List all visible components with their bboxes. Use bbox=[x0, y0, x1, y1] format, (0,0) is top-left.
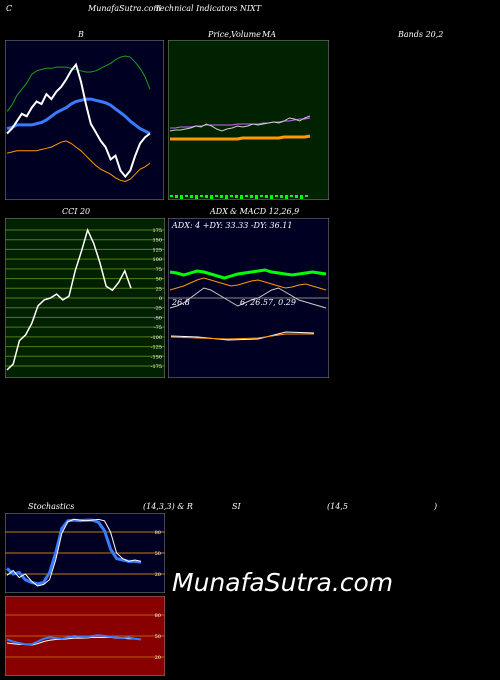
adx-plus-di bbox=[169, 268, 327, 280]
rsi-title: SI bbox=[232, 502, 241, 511]
stoch-d-line bbox=[5, 518, 142, 586]
stoch-title: Stochastics bbox=[28, 502, 75, 511]
rsi-tick: 80 bbox=[155, 613, 161, 619]
stoch-params: (14,3,3) & R bbox=[143, 502, 193, 511]
page-subtitle: Technical Indicators NIXT bbox=[155, 4, 262, 13]
volume-bar bbox=[185, 195, 188, 197]
b-panel-title: B bbox=[78, 30, 84, 39]
volume-bar bbox=[180, 195, 183, 199]
volume-bar bbox=[215, 195, 218, 197]
volume-bar bbox=[260, 195, 263, 197]
cci-tick: -100 bbox=[151, 335, 162, 341]
cci-title: CCI 20 bbox=[62, 207, 91, 216]
volume-bar bbox=[270, 195, 273, 199]
volume-bar bbox=[210, 195, 213, 199]
rsi-tick: 50 bbox=[155, 634, 161, 640]
volume-bar bbox=[225, 195, 228, 199]
adx-title: ADX bbox=[210, 207, 228, 216]
cci-line bbox=[6, 227, 132, 371]
volume-bar bbox=[300, 195, 303, 199]
volume-bar bbox=[250, 195, 253, 198]
cci-tick: 175 bbox=[152, 228, 162, 234]
volume-bar bbox=[245, 195, 248, 197]
bollinger-bg bbox=[5, 40, 164, 200]
price-line bbox=[169, 115, 311, 132]
header-left: C bbox=[6, 4, 13, 13]
volume-bar bbox=[230, 195, 233, 197]
cci-tick: 50 bbox=[156, 277, 162, 283]
price-bg bbox=[168, 40, 329, 200]
volume-bar bbox=[205, 195, 208, 198]
stoch-tick: 50 bbox=[155, 551, 161, 557]
cci-tick: -175 bbox=[151, 364, 162, 370]
stoch-k-line bbox=[6, 518, 142, 587]
cci-tick: 75 bbox=[156, 267, 162, 273]
cci-tick: 25 bbox=[156, 286, 162, 292]
volume-bar bbox=[220, 195, 223, 198]
rsi-line bbox=[6, 634, 142, 646]
adx-line bbox=[169, 287, 327, 309]
cci-tick: 150 bbox=[152, 238, 162, 244]
price-ma-orange bbox=[170, 134, 311, 141]
cci-tick: 125 bbox=[152, 247, 162, 253]
volume-bar bbox=[255, 195, 258, 199]
price-label: Price, bbox=[208, 30, 232, 39]
volume-bar bbox=[265, 195, 268, 198]
price-panel bbox=[168, 40, 329, 200]
macd-signal bbox=[170, 333, 314, 340]
cci-tick: -125 bbox=[151, 345, 162, 351]
volume-bar bbox=[175, 195, 178, 198]
volume-bar bbox=[195, 195, 198, 199]
volume-bar bbox=[275, 195, 278, 197]
stoch-tick: 20 bbox=[155, 572, 161, 578]
volume-bar bbox=[190, 195, 193, 198]
volume-bar bbox=[235, 195, 238, 198]
bb-lower-band bbox=[6, 140, 151, 183]
bb-middle-band bbox=[6, 97, 151, 135]
rsi-panel: 80 50 20 bbox=[5, 596, 165, 676]
bb-price-line bbox=[6, 62, 151, 179]
adx-values: ADX: 4 +DY: 33.33 -DY: 36.11 bbox=[172, 221, 293, 230]
site-name[interactable]: MunafaSutra.com bbox=[88, 4, 161, 13]
rsi-params: (14,5 bbox=[327, 502, 348, 511]
cci-panel: 175 150 125 100 75 50 25 0 -25 -50 -75 -100 -125 -150… bbox=[5, 218, 165, 378]
volume-bar bbox=[200, 195, 203, 197]
cci-tick: -150 bbox=[151, 354, 162, 360]
ma-label: MA bbox=[262, 30, 276, 39]
adx-macd-panel bbox=[168, 218, 329, 378]
rsi-tick: 20 bbox=[155, 655, 161, 661]
macd-line bbox=[170, 331, 315, 341]
volume-bar bbox=[285, 195, 288, 199]
volume-bar bbox=[295, 195, 298, 198]
cci-tick: -50 bbox=[154, 315, 162, 321]
close-paren: ) bbox=[434, 502, 438, 511]
stoch-panel: 80 50 20 bbox=[5, 513, 165, 593]
cci-tick: -75 bbox=[154, 325, 162, 331]
cci-tick: 100 bbox=[152, 257, 162, 263]
macd-values-2: 6, 26.57, 0.29 bbox=[240, 298, 296, 307]
volume-bar bbox=[240, 195, 243, 199]
volume-bar bbox=[290, 195, 293, 197]
stoch-tick: 80 bbox=[155, 530, 161, 536]
bollinger-panel bbox=[5, 40, 164, 200]
cci-tick: 0 bbox=[159, 296, 162, 302]
bands-label: Bands 20,2 bbox=[398, 30, 444, 39]
volume-bar bbox=[280, 195, 283, 198]
volume-bar bbox=[170, 195, 173, 197]
watermark: MunafaSutra.com bbox=[172, 568, 394, 597]
adx-minus-di bbox=[169, 277, 327, 291]
cci-tick: -25 bbox=[154, 306, 162, 312]
volume-label: Volume bbox=[231, 30, 261, 39]
macd-values-1: 26.8 bbox=[172, 298, 190, 307]
macd-title: & MACD 12,26,9 bbox=[230, 207, 300, 216]
volume-bar bbox=[305, 195, 308, 197]
